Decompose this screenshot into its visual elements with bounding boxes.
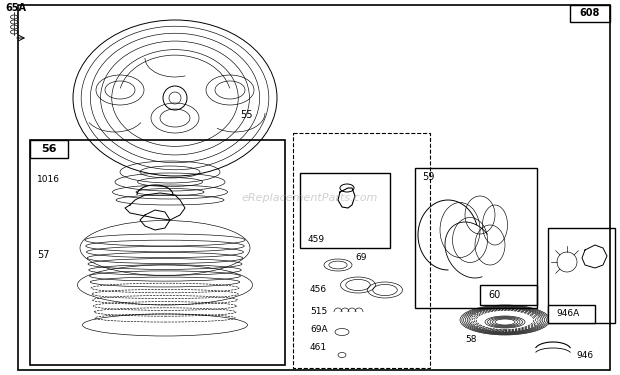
Text: 1016: 1016	[37, 176, 60, 184]
Text: 65A: 65A	[5, 3, 26, 13]
Text: 58: 58	[465, 336, 477, 345]
Text: 608: 608	[580, 8, 600, 18]
Text: 55: 55	[240, 110, 252, 120]
Text: 57: 57	[37, 250, 50, 260]
Text: 515: 515	[310, 308, 327, 316]
Text: 456: 456	[310, 285, 327, 294]
Polygon shape	[30, 140, 68, 158]
Text: 461: 461	[310, 344, 327, 352]
Text: 946: 946	[576, 351, 593, 360]
Text: 60: 60	[488, 290, 500, 300]
Text: 59: 59	[422, 172, 435, 182]
Text: 56: 56	[42, 144, 57, 154]
Polygon shape	[548, 305, 595, 323]
Text: 946A: 946A	[556, 309, 579, 318]
Text: 69A: 69A	[310, 326, 327, 334]
Text: 69: 69	[355, 254, 366, 262]
Text: eReplacementParts.com: eReplacementParts.com	[242, 193, 378, 203]
Text: 459: 459	[308, 236, 325, 244]
